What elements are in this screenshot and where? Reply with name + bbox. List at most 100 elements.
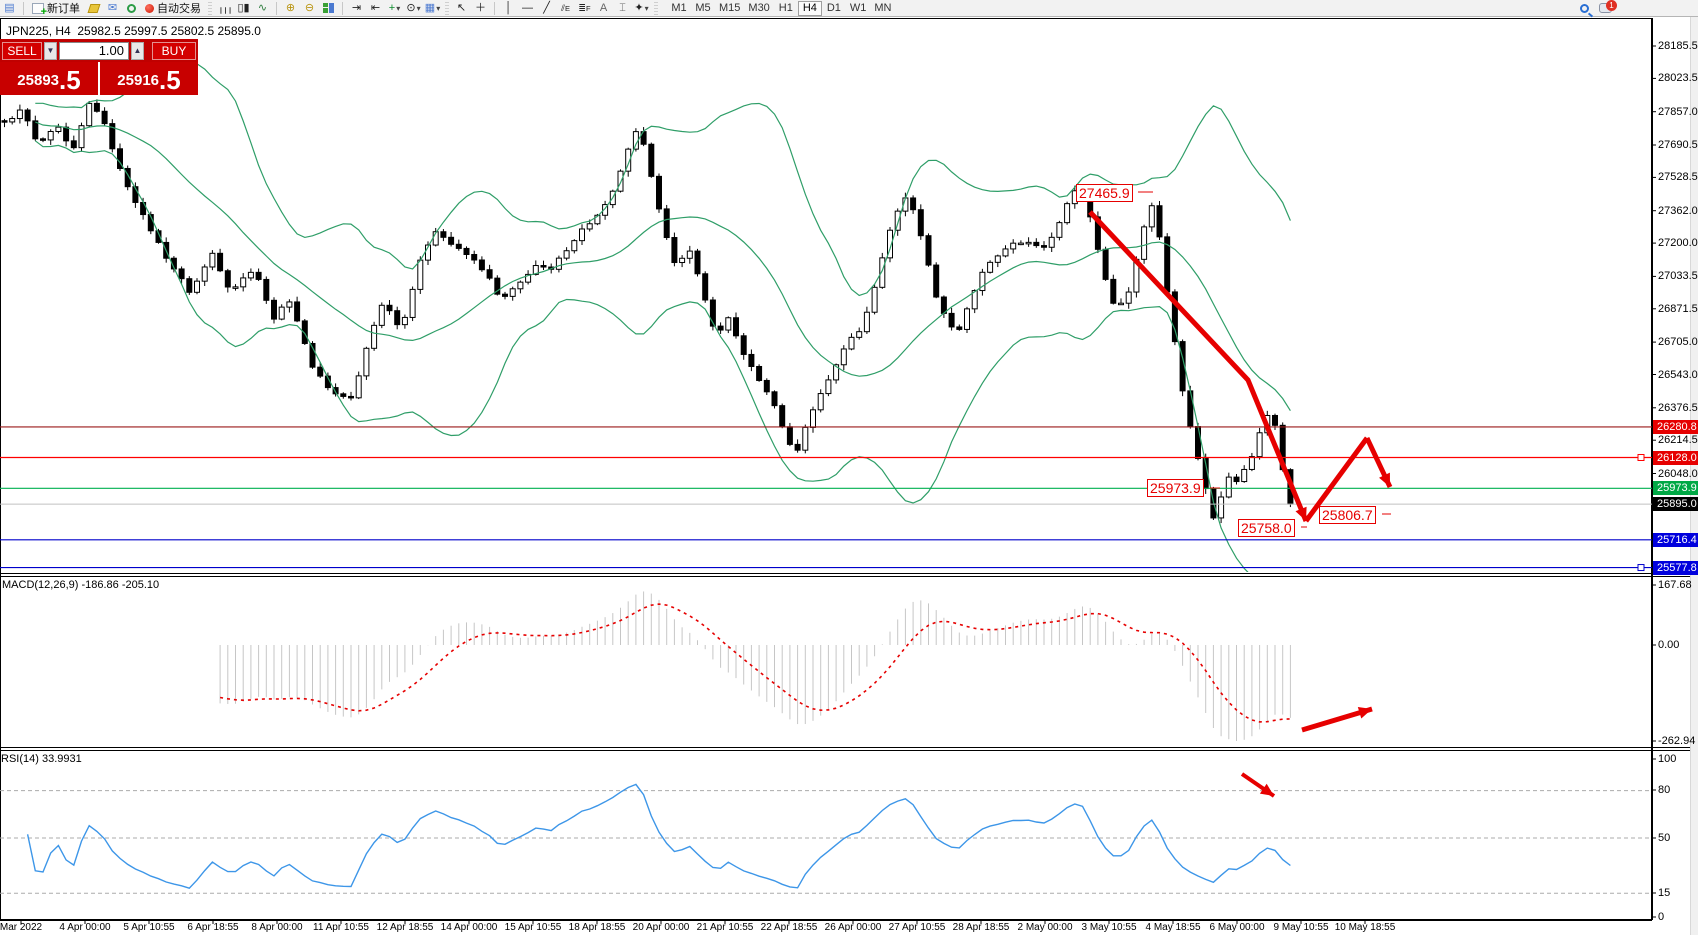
time-axis-label: 26 Apr 00:00 (824, 922, 882, 933)
candlestick-chart-icon[interactable]: ▯▮ (237, 1, 250, 14)
text-icon[interactable]: A (599, 1, 608, 14)
time-axis-label: 11 Apr 10:55 (313, 922, 369, 933)
line-chart-icon[interactable]: ∿ (257, 1, 268, 14)
price-axis-badge: 25716.4 (1653, 532, 1698, 547)
timeframe-button-h1[interactable]: H1 (778, 2, 793, 14)
rsi-name: RSI(14) (1, 753, 39, 765)
timeframe-button-w1[interactable]: W1 (849, 2, 867, 14)
new-order-icon (32, 2, 47, 18)
arrows-icon[interactable]: ✦ ▾ (634, 1, 649, 14)
timeframe-button-m1[interactable]: M1 (671, 2, 687, 14)
time-axis-label: 28 Apr 18:55 (952, 922, 1010, 933)
text-label-icon[interactable]: ⌶ (619, 1, 626, 14)
auto-trading-button[interactable]: 自动交易 (141, 1, 205, 16)
macd-signal-line (219, 603, 1291, 723)
time-axis-label: 5 Apr 10:55 (123, 922, 175, 933)
buy-button[interactable]: BUY (152, 41, 196, 60)
tile-windows-icon[interactable] (320, 1, 337, 16)
trend-arrow[interactable] (1088, 210, 1309, 522)
cursor-icon[interactable]: ↖ (456, 1, 467, 14)
indicator-axis-tick: 15 (1658, 887, 1671, 899)
chart-shift-icon[interactable]: ⇤ (370, 1, 381, 14)
price-axis-tick: 28023.5 (1658, 72, 1698, 85)
candles-layer (1, 99, 1294, 524)
zoom-in-icon[interactable]: ⊕ (285, 1, 296, 14)
time-axis-label: 9 May 10:55 (1273, 922, 1329, 933)
chart-title: JPN225, H4 25982.5 25997.5 25802.5 25895… (6, 24, 261, 38)
equidistant-channel-icon[interactable]: ⫽ E (560, 2, 571, 13)
horizontal-line-icon[interactable]: — (522, 1, 533, 14)
time-axis-label: 15 Apr 10:55 (504, 922, 562, 933)
indicator-axis-tick: 0.00 (1658, 639, 1680, 651)
buy-price-main: 25916 (117, 72, 160, 89)
time-axis-label: 3 May 10:55 (1081, 922, 1137, 933)
time-axis-label: Mar 2022 (0, 922, 43, 933)
ohlc-values: 25982.5 25997.5 25802.5 25895.0 (77, 24, 261, 38)
auto-scroll-icon[interactable]: ⇥ (351, 1, 362, 14)
crosshair-icon[interactable]: ＋ (475, 1, 486, 14)
volume-decrease-button[interactable]: ▼ (44, 41, 57, 60)
one-click-trading-panel: SELL ▼ ▲ BUY 25893 .5 25916 .5 (0, 39, 198, 95)
price-axis-tick: 27362.0 (1658, 204, 1698, 217)
time-axis-label: 10 May 18:55 (1334, 922, 1396, 933)
price-axis-badge: 25895.0 (1653, 497, 1698, 512)
arrowhead (1357, 706, 1372, 719)
timeframe-button-m15[interactable]: M15 (719, 2, 741, 14)
mailbox-icon[interactable]: ✉ (107, 1, 118, 14)
signals-icon[interactable] (123, 1, 140, 16)
volume-input[interactable] (59, 41, 129, 60)
one-click-row-prices: 25893 .5 25916 .5 (0, 62, 198, 95)
sell-button[interactable]: SELL (2, 41, 42, 60)
timeframe-button-m5[interactable]: M5 (695, 2, 711, 14)
fibonacci-icon[interactable]: ≣ F (578, 2, 591, 13)
buy-price[interactable]: 25916 .5 (100, 62, 198, 95)
vertical-line-icon[interactable]: │ (505, 1, 512, 14)
price-axis-tick: 27528.5 (1658, 171, 1698, 184)
sell-price[interactable]: 25893 .5 (0, 62, 98, 95)
volume-increase-button[interactable]: ▲ (131, 41, 144, 60)
timeframe-button-mn[interactable]: MN (874, 2, 892, 14)
line-selection-handle[interactable] (1637, 454, 1645, 461)
bollinger-band-line (35, 61, 1291, 297)
price-axis-tick: 27857.0 (1658, 105, 1698, 118)
timeframe-button-m30[interactable]: M30 (748, 2, 770, 14)
price-label-object[interactable]: 25806.7 (1319, 506, 1376, 524)
time-axis-label: 27 Apr 10:55 (888, 922, 946, 933)
price-label-object[interactable]: 25973.9 (1147, 479, 1204, 497)
toolbar-grip (445, 1, 449, 15)
window-scrollbar[interactable] (1690, 17, 1698, 935)
arrowhead (1295, 506, 1307, 521)
time-axis-label: 14 Apr 00:00 (440, 922, 498, 933)
zoom-out-icon[interactable]: ⊖ (304, 1, 315, 14)
new-order-label: 新订单 (47, 3, 80, 15)
trend-arrow[interactable] (1303, 436, 1370, 523)
price-axis-tick: 26376.5 (1658, 401, 1698, 414)
indicator-axis-tick: 80 (1658, 784, 1671, 796)
price-axis-badge: 26128.0 (1653, 450, 1698, 465)
chat-icon[interactable]: 1 (1599, 0, 1617, 13)
rsi-label: RSI(14) 33.9931 (1, 753, 82, 765)
new-order-button[interactable]: 新订单 (28, 1, 84, 18)
bar-chart-icon[interactable]: ╷╷╷ (217, 1, 234, 14)
time-axis-label: 6 Apr 18:55 (187, 922, 239, 933)
search-icon[interactable] (1580, 3, 1589, 13)
timeframe-button-h4[interactable]: H4 (797, 0, 822, 16)
one-click-row-order: SELL ▼ ▲ BUY (0, 39, 198, 62)
price-axis-tick: 27200.0 (1658, 237, 1698, 250)
indicator-axis-tick: 50 (1658, 832, 1671, 844)
periods-icon[interactable]: ⊙ ▾ (406, 1, 421, 14)
time-axis-label: 18 Apr 18:55 (568, 922, 626, 933)
trendline-icon[interactable]: ╱ (543, 1, 550, 14)
timeframe-button-d1[interactable]: D1 (826, 2, 841, 14)
indicator-axis-tick: 100 (1658, 753, 1677, 765)
price-axis-tick: 27033.5 (1658, 270, 1698, 283)
line-selection-handle[interactable] (1637, 564, 1645, 572)
toolbar-grip (654, 1, 658, 15)
chart-window-icon[interactable]: ▤ (4, 1, 15, 14)
indicators-icon[interactable]: + ▾ (388, 1, 401, 14)
bollinger-band-line (35, 121, 1291, 412)
price-label-object[interactable]: 25758.0 (1238, 519, 1295, 537)
price-label-object[interactable]: 27465.9 (1076, 184, 1133, 202)
templates-icon[interactable]: ▦ ▾ (424, 1, 441, 14)
